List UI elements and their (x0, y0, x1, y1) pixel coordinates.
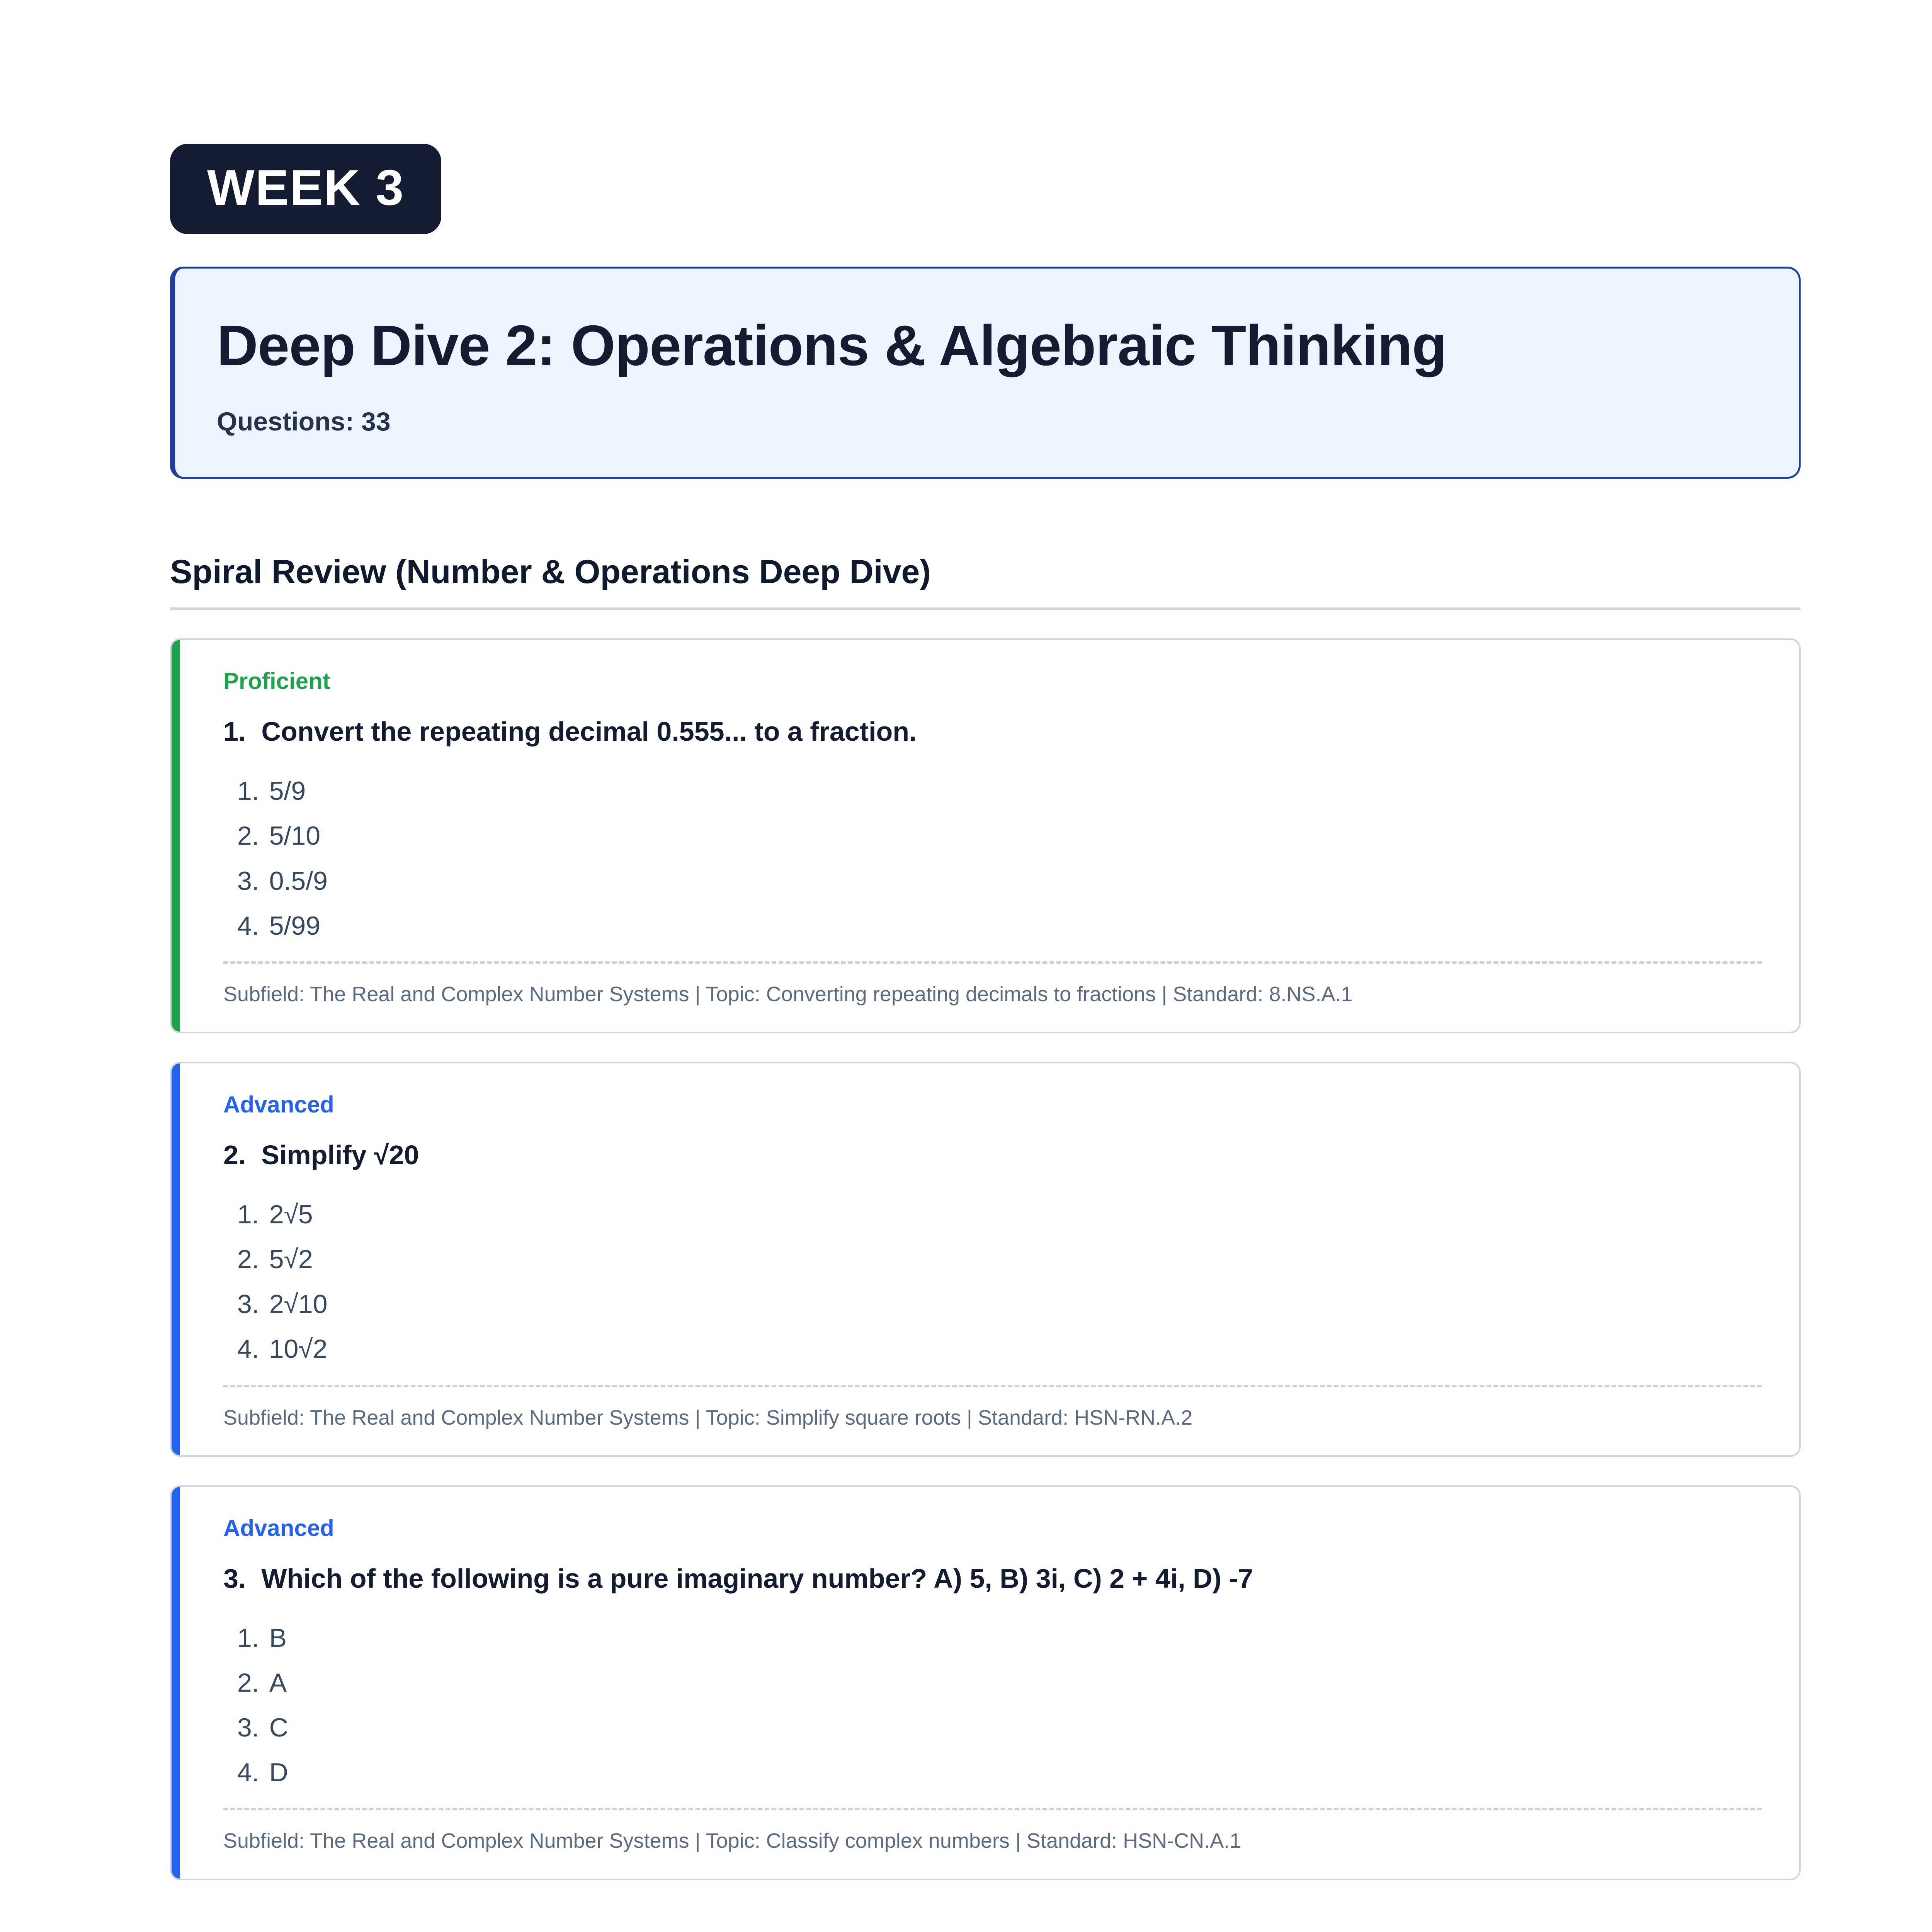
option-item[interactable]: 3. 0.5/9 (223, 859, 1762, 903)
option-item[interactable]: 4. D (223, 1750, 1762, 1795)
option-text: 0.5/9 (269, 866, 328, 896)
difficulty-label: Advanced (223, 1515, 334, 1541)
question-number: 2. (223, 1140, 246, 1170)
answer-options: 1. B 2. A 3. C 4. D (223, 1616, 1762, 1795)
option-item[interactable]: 2. A (223, 1660, 1762, 1705)
option-item[interactable]: 1. B (223, 1616, 1762, 1660)
option-text: 2√10 (269, 1289, 328, 1319)
page-title: Deep Dive 2: Operations & Algebraic Thin… (217, 314, 1447, 378)
question-card: Advanced 2. Simplify √20 1. 2√5 2. 5√2 3. 2… (170, 1062, 1801, 1457)
question-card: Proficient 1. Convert the repeating deci… (170, 638, 1801, 1033)
option-text: 2√5 (269, 1200, 313, 1229)
question-number: 1. (223, 716, 246, 747)
option-text: B (269, 1623, 287, 1653)
option-item[interactable]: 4. 10√2 (223, 1327, 1762, 1371)
question-card: Advanced 3. Which of the following is a … (170, 1485, 1801, 1880)
question-metadata: Subfield: The Real and Complex Number Sy… (223, 1406, 1193, 1429)
title-card: Deep Dive 2: Operations & Algebraic Thin… (170, 267, 1801, 479)
difficulty-accent-bar (172, 1486, 180, 1879)
option-number: 4. (237, 911, 259, 940)
meta-separator (223, 1808, 1762, 1811)
option-number: 1. (237, 1200, 259, 1229)
difficulty-accent-bar (172, 640, 180, 1032)
meta-separator (223, 961, 1762, 964)
option-text: 5/10 (269, 821, 321, 851)
option-number: 2. (237, 1668, 259, 1697)
option-number: 3. (237, 1289, 259, 1319)
question-metadata: Subfield: The Real and Complex Number Sy… (223, 1829, 1242, 1853)
option-text: 5/99 (269, 911, 321, 940)
question-text: Which of the following is a pure imagina… (261, 1563, 1253, 1594)
difficulty-accent-bar (172, 1063, 180, 1455)
questions-count: Questions: 33 (217, 407, 391, 437)
option-item[interactable]: 4. 5/99 (223, 903, 1762, 948)
option-number: 3. (237, 866, 259, 896)
answer-options: 1. 2√5 2. 5√2 3. 2√10 4. 10√2 (223, 1192, 1762, 1372)
option-number: 3. (237, 1713, 259, 1743)
option-text: C (269, 1713, 288, 1743)
question-metadata: Subfield: The Real and Complex Number Sy… (223, 982, 1353, 1006)
question-text-row: 2. Simplify √20 (223, 1138, 1762, 1173)
option-item[interactable]: 3. C (223, 1705, 1762, 1750)
option-item[interactable]: 2. 5/10 (223, 813, 1762, 858)
option-text: D (269, 1758, 288, 1787)
option-number: 2. (237, 1245, 259, 1274)
question-text-row: 3. Which of the following is a pure imag… (223, 1561, 1762, 1596)
option-item[interactable]: 2. 5√2 (223, 1237, 1762, 1282)
question-text: Convert the repeating decimal 0.555... t… (261, 716, 917, 747)
difficulty-label: Advanced (223, 1092, 334, 1117)
option-text: 5/9 (269, 776, 306, 806)
difficulty-label: Proficient (223, 668, 330, 694)
option-item[interactable]: 1. 5/9 (223, 769, 1762, 813)
option-number: 4. (237, 1758, 259, 1787)
option-text: A (269, 1668, 287, 1697)
meta-separator (223, 1384, 1762, 1387)
option-item[interactable]: 3. 2√10 (223, 1282, 1762, 1327)
option-number: 1. (237, 1623, 259, 1653)
option-number: 1. (237, 776, 259, 806)
question-text: Simplify √20 (261, 1140, 419, 1170)
question-number: 3. (223, 1563, 246, 1594)
option-text: 5√2 (269, 1245, 313, 1274)
week-badge: WEEK 3 (170, 144, 442, 234)
answer-options: 1. 5/9 2. 5/10 3. 0.5/9 4. 5/99 (223, 769, 1762, 948)
option-text: 10√2 (269, 1334, 328, 1364)
option-item[interactable]: 1. 2√5 (223, 1192, 1762, 1237)
option-number: 2. (237, 821, 259, 851)
section-heading: Spiral Review (Number & Operations Deep … (170, 553, 1801, 610)
question-text-row: 1. Convert the repeating decimal 0.555..… (223, 714, 1762, 749)
option-number: 4. (237, 1334, 259, 1364)
